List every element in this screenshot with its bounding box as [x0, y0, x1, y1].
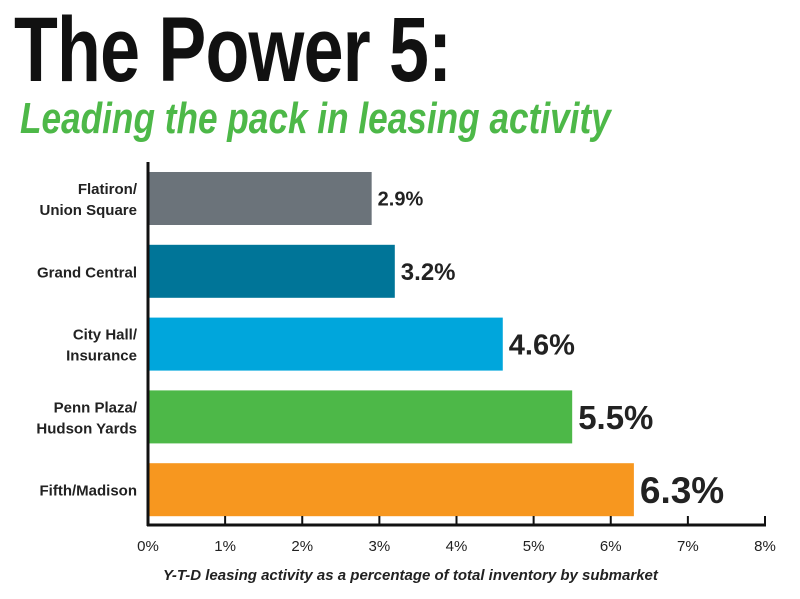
- data-label: 6.3%: [640, 470, 724, 511]
- bar: [149, 244, 395, 298]
- category-label: Penn Plaza/: [54, 399, 138, 416]
- x-tick-label: 7%: [677, 538, 699, 555]
- category-label: Fifth/Madison: [40, 483, 138, 500]
- x-tick-label: 4%: [446, 538, 468, 555]
- bar: [149, 172, 372, 225]
- x-tick-label: 5%: [523, 538, 545, 555]
- category-label: Union Square: [39, 202, 137, 219]
- data-label: 4.6%: [509, 330, 575, 362]
- x-tick-label: 0%: [137, 538, 159, 555]
- x-tick-label: 2%: [291, 538, 313, 555]
- category-label: Flatiron/: [78, 181, 138, 198]
- data-label: 2.9%: [378, 189, 424, 211]
- x-tick-label: 8%: [754, 538, 776, 555]
- bar: [149, 317, 503, 371]
- x-tick-label: 3%: [369, 538, 391, 555]
- category-label: City Hall/: [73, 327, 138, 344]
- x-tick-label: 1%: [214, 538, 236, 555]
- x-tick-label: 6%: [600, 538, 622, 555]
- data-label: 3.2%: [401, 259, 456, 286]
- bar: [149, 463, 634, 517]
- category-label: Hudson Yards: [36, 420, 137, 437]
- chart-subtitle: Leading the pack in leasing activity: [20, 94, 611, 143]
- x-axis-label: Y-T-D leasing activity as a percentage o…: [163, 567, 658, 584]
- category-label: Grand Central: [37, 264, 137, 281]
- bar: [149, 390, 573, 444]
- chart-title: The Power 5:: [14, 0, 452, 101]
- data-label: 5.5%: [578, 399, 653, 436]
- category-label: Insurance: [66, 348, 137, 365]
